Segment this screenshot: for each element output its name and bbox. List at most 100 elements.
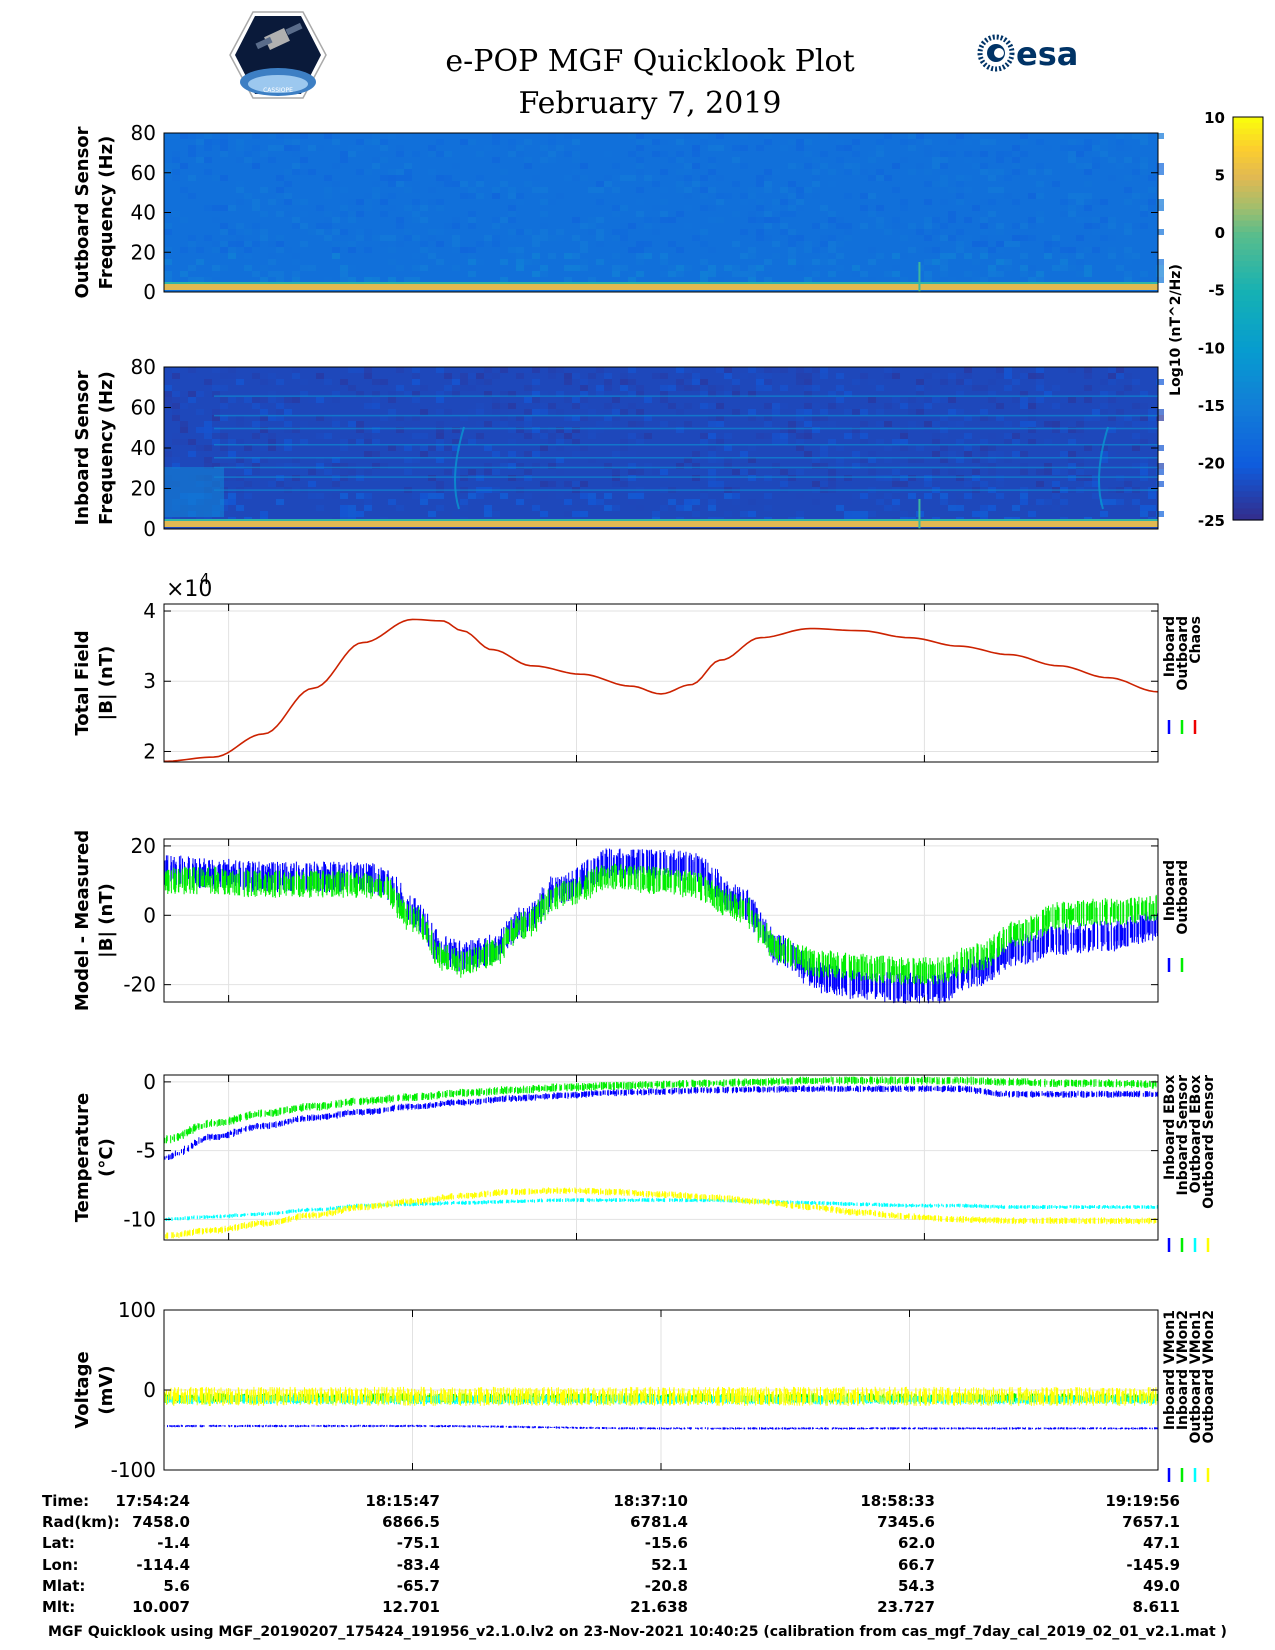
spectrogram-cell <box>212 415 220 421</box>
spectrogram-cell <box>404 169 412 175</box>
spectrogram-cell <box>684 385 692 391</box>
spectrogram-cell <box>660 151 668 157</box>
spectrogram-cell <box>180 217 188 223</box>
ephemeris-value: -20.8 <box>645 1577 688 1595</box>
spectrogram-cell <box>1020 463 1028 469</box>
spectrogram-cell <box>260 187 268 193</box>
spectrogram-cell <box>572 217 580 223</box>
spectrogram-cell <box>940 223 948 229</box>
spectrogram-cell <box>380 175 388 181</box>
spectrogram-cell <box>1012 145 1020 151</box>
spectrogram-cell <box>300 241 308 247</box>
spectrogram-cell <box>180 427 188 433</box>
spectrogram-cell <box>644 157 652 163</box>
spectrogram-cell <box>220 247 228 253</box>
spectrogram-cell <box>676 385 684 391</box>
spectrogram-cell <box>412 421 420 427</box>
spectrogram-cell <box>876 217 884 223</box>
spectrogram-cell <box>972 205 980 211</box>
spectrogram-cell <box>1116 373 1124 379</box>
spectrogram-cell <box>836 265 844 271</box>
spectrogram-cell <box>844 391 852 397</box>
spectrogram-cell <box>508 427 516 433</box>
colorbar-cell <box>1233 318 1263 325</box>
legend-label: Inboard <box>1162 860 1178 921</box>
spectrogram-cell <box>708 421 716 427</box>
spectrogram-cell <box>964 415 972 421</box>
spectrogram-cell <box>612 469 620 475</box>
spectrogram-cell <box>1124 373 1132 379</box>
spectrogram-cell <box>844 409 852 415</box>
spectrogram-cell <box>308 169 316 175</box>
spectrogram-cell <box>1076 235 1084 241</box>
spectrogram-cell <box>940 235 948 241</box>
spectrogram-cell <box>436 241 444 247</box>
spectrogram-cell <box>1028 373 1036 379</box>
y-tick-label: 80 <box>131 355 156 379</box>
spectrogram-cell <box>452 241 460 247</box>
spectrogram-cell <box>708 247 716 253</box>
spectrogram-cell <box>604 385 612 391</box>
spectrogram-cell <box>220 403 228 409</box>
spectrogram-cell <box>428 247 436 253</box>
spectrogram-cell <box>468 373 476 379</box>
spectrogram-cell <box>956 247 964 253</box>
spectrogram-cell <box>356 427 364 433</box>
spectrogram-cell <box>468 211 476 217</box>
spectrogram-cell <box>708 433 716 439</box>
spectrogram-cell <box>860 409 868 415</box>
spectrogram-cell <box>556 439 564 445</box>
spectrogram-cell <box>452 199 460 205</box>
spectrogram-cell <box>964 481 972 487</box>
spectrogram-cell <box>228 451 236 457</box>
spectrogram-cell <box>260 457 268 463</box>
spectrogram-cell <box>932 481 940 487</box>
spectrogram-cell <box>972 511 980 517</box>
spectrogram-cell <box>628 421 636 427</box>
spectrogram-cell <box>996 493 1004 499</box>
spectrogram-cell <box>692 151 700 157</box>
colorbar-cell <box>1233 249 1263 256</box>
spectrogram-cell <box>1116 391 1124 397</box>
spectrogram-cell <box>564 175 572 181</box>
spectrogram-cell <box>1004 193 1012 199</box>
spectrogram-cell <box>572 415 580 421</box>
spectrogram-cell <box>924 493 932 499</box>
spectrogram-cell <box>252 241 260 247</box>
spectrogram-cell <box>972 259 980 265</box>
spectrogram-cell <box>644 415 652 421</box>
spectrogram-cell <box>1132 511 1140 517</box>
spectrogram-cell <box>332 493 340 499</box>
spectrogram-streak <box>1098 426 1109 510</box>
spectrogram-cell <box>540 481 548 487</box>
ephemeris-value: 7657.1 <box>1122 1513 1180 1531</box>
spectrogram-cell <box>532 187 540 193</box>
spectrogram-cell <box>484 505 492 511</box>
spectrogram-cell <box>676 139 684 145</box>
spectrogram-cell <box>716 415 724 421</box>
spectrogram-cell <box>468 469 476 475</box>
colorbar-cell <box>1233 191 1263 199</box>
spectrogram-cell <box>452 181 460 187</box>
spectrogram-cell <box>860 427 868 433</box>
spectrogram-cell <box>812 403 820 409</box>
spectrogram-cell <box>308 145 316 151</box>
spectrogram-cell <box>180 247 188 253</box>
spectrogram-cell <box>316 433 324 439</box>
spectrogram-cell <box>300 133 308 139</box>
spectrogram-cell <box>580 223 588 229</box>
spectrogram-cell <box>564 277 572 283</box>
spectrogram-cell <box>164 391 172 397</box>
spectrogram-cell <box>1100 499 1108 505</box>
spectrogram-cell <box>860 271 868 277</box>
spectrogram-cell <box>340 439 348 445</box>
spectrogram-cell <box>260 445 268 451</box>
colorbar-cell <box>1233 140 1263 147</box>
spectrogram-cell <box>516 463 524 469</box>
spectrogram-cell <box>1132 133 1140 139</box>
colorbar-cell <box>1233 502 1263 510</box>
spectrogram-cell <box>924 199 932 205</box>
spectrogram-cell <box>1092 493 1100 499</box>
spectrogram-cell <box>604 151 612 157</box>
spectrogram-cell <box>708 271 716 277</box>
